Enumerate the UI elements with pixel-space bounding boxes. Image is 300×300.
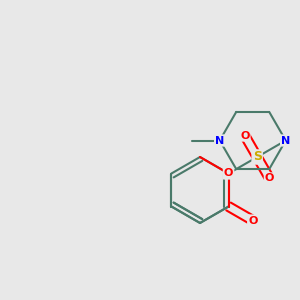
- Text: N: N: [215, 136, 224, 146]
- Text: O: O: [265, 173, 274, 183]
- Text: O: O: [224, 169, 233, 178]
- Text: O: O: [240, 130, 250, 141]
- Text: O: O: [248, 215, 258, 226]
- Text: N: N: [281, 136, 290, 146]
- Text: S: S: [253, 151, 262, 164]
